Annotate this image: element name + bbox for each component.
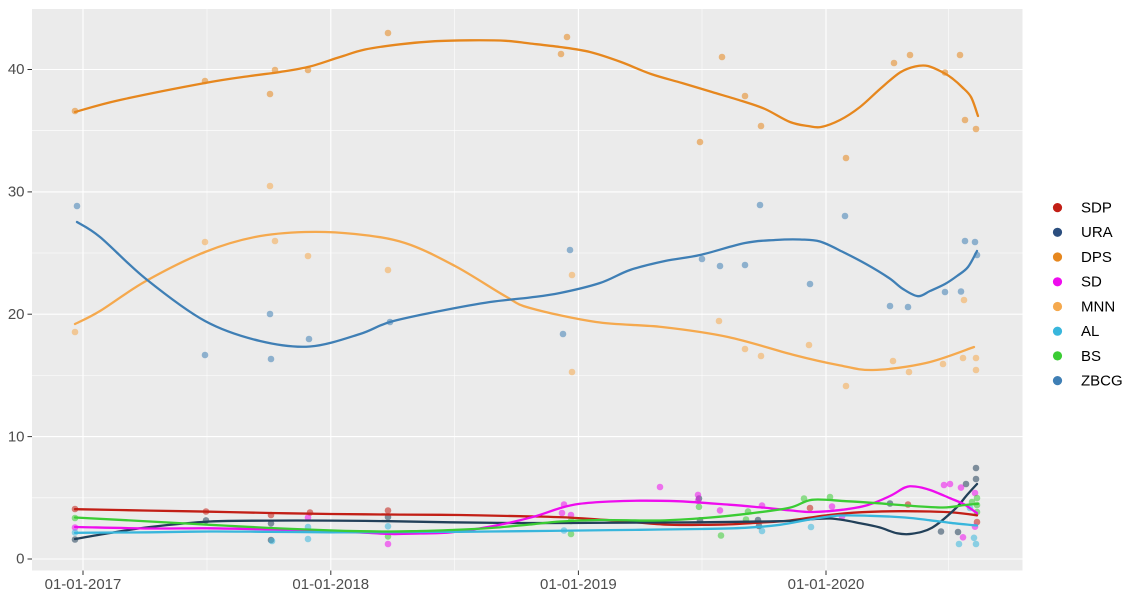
svg-text:DPS: DPS: [1081, 249, 1112, 266]
svg-text:20: 20: [8, 306, 25, 323]
svg-text:01-01-2017: 01-01-2017: [45, 576, 122, 593]
svg-text:10: 10: [8, 428, 25, 445]
svg-text:01-01-2018: 01-01-2018: [292, 576, 369, 593]
svg-text:URA: URA: [1081, 224, 1113, 241]
svg-text:MNN: MNN: [1081, 298, 1115, 315]
svg-text:0: 0: [16, 551, 24, 568]
svg-text:SD: SD: [1081, 274, 1102, 291]
svg-text:01-01-2019: 01-01-2019: [540, 576, 617, 593]
svg-text:40: 40: [8, 61, 25, 78]
svg-text:01-01-2020: 01-01-2020: [788, 576, 865, 593]
svg-text:ZBCG: ZBCG: [1081, 373, 1123, 390]
svg-text:SDP: SDP: [1081, 200, 1112, 217]
svg-text:AL: AL: [1081, 323, 1099, 340]
svg-text:30: 30: [8, 184, 25, 201]
svg-text:BS: BS: [1081, 348, 1101, 365]
